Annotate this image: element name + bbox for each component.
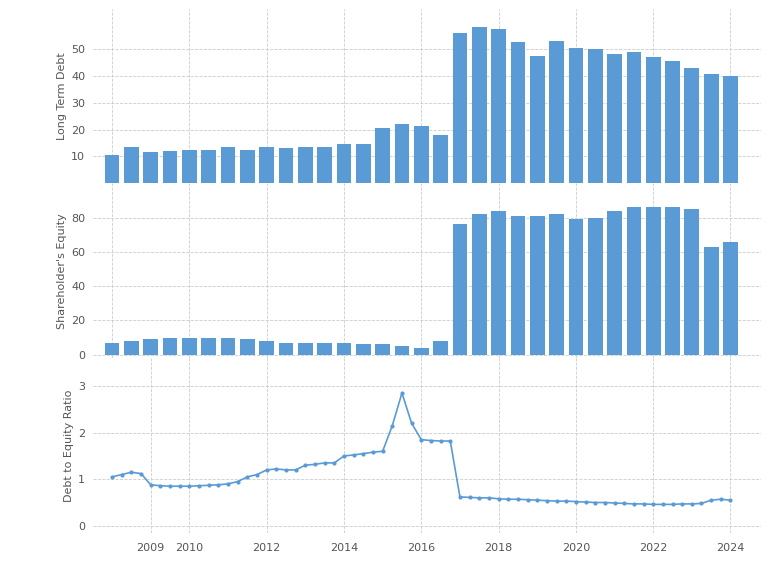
Bar (220, 147, 235, 183)
Bar (568, 219, 583, 355)
Bar (317, 343, 332, 355)
Bar (433, 341, 448, 355)
Bar (433, 135, 448, 183)
Bar (278, 149, 293, 183)
Bar (626, 207, 641, 355)
Y-axis label: Debt to Equity Ratio: Debt to Equity Ratio (64, 389, 74, 502)
Bar (104, 155, 119, 183)
Bar (568, 48, 583, 183)
Bar (530, 56, 544, 183)
Bar (298, 147, 312, 183)
Bar (259, 147, 274, 183)
Bar (549, 214, 564, 355)
Bar (587, 49, 602, 183)
Bar (201, 150, 216, 183)
Bar (491, 29, 506, 183)
Bar (317, 147, 332, 183)
Bar (703, 74, 718, 183)
Bar (162, 338, 177, 355)
Bar (240, 150, 254, 183)
Bar (414, 126, 428, 183)
Bar (375, 344, 390, 355)
Bar (607, 54, 621, 183)
Bar (530, 216, 544, 355)
Bar (143, 153, 158, 183)
Bar (684, 209, 699, 355)
Bar (201, 338, 216, 355)
Bar (607, 211, 621, 355)
Bar (220, 338, 235, 355)
Bar (298, 343, 312, 355)
Bar (452, 225, 467, 355)
Bar (182, 150, 196, 183)
Bar (452, 33, 467, 183)
Bar (124, 147, 138, 183)
Bar (510, 216, 525, 355)
Bar (510, 42, 525, 183)
Bar (645, 207, 660, 355)
Bar (143, 339, 158, 355)
Bar (162, 151, 177, 183)
Bar (278, 343, 293, 355)
Bar (336, 343, 351, 355)
Bar (723, 76, 737, 183)
Bar (472, 28, 486, 183)
Bar (124, 341, 138, 355)
Bar (394, 124, 409, 183)
Bar (645, 57, 660, 183)
Bar (587, 218, 602, 355)
Bar (665, 61, 679, 183)
Bar (240, 339, 254, 355)
Bar (356, 344, 370, 355)
Bar (182, 338, 196, 355)
Bar (356, 145, 370, 183)
Bar (684, 68, 699, 183)
Bar (336, 145, 351, 183)
Bar (394, 346, 409, 355)
Y-axis label: Long Term Debt: Long Term Debt (57, 52, 66, 140)
Bar (414, 348, 428, 355)
Bar (259, 341, 274, 355)
Y-axis label: Shareholder's Equity: Shareholder's Equity (57, 213, 66, 328)
Bar (703, 247, 718, 355)
Bar (626, 52, 641, 183)
Bar (104, 343, 119, 355)
Bar (375, 128, 390, 183)
Bar (549, 41, 564, 183)
Bar (665, 207, 679, 355)
Bar (472, 214, 486, 355)
Bar (723, 241, 737, 355)
Bar (491, 211, 506, 355)
